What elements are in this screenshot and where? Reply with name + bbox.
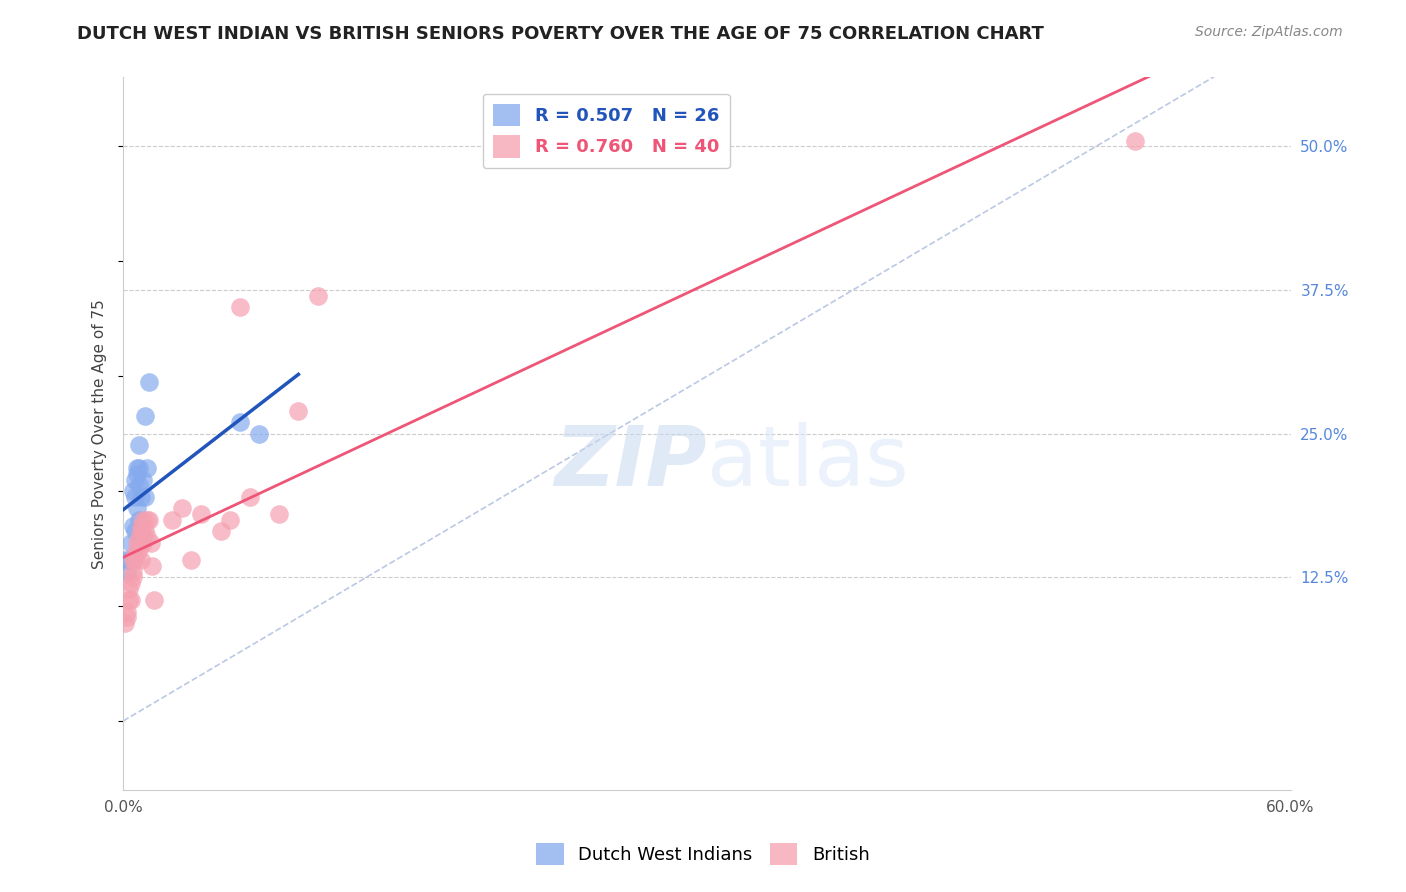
Point [115, 605, 138, 619]
Point [135, 461, 157, 475]
Point [124, 547, 146, 561]
Text: atlas: atlas [707, 422, 908, 502]
Point [120, 536, 142, 550]
Point [134, 490, 156, 504]
Legend: R = 0.507   N = 26, R = 0.760   N = 40: R = 0.507 N = 26, R = 0.760 N = 40 [482, 94, 730, 169]
Point [115, 610, 138, 624]
Point [143, 593, 166, 607]
Point [209, 524, 232, 539]
Point [129, 490, 152, 504]
Point [134, 409, 156, 424]
Point [219, 513, 242, 527]
Text: Source: ZipAtlas.com: Source: ZipAtlas.com [1195, 25, 1343, 39]
Point [132, 473, 155, 487]
Point [115, 565, 138, 579]
Text: ZIP: ZIP [554, 422, 707, 502]
Point [132, 513, 155, 527]
Point [160, 513, 183, 527]
Point [229, 415, 252, 429]
Point [125, 536, 148, 550]
Point [122, 518, 145, 533]
Point [124, 524, 146, 539]
Point [249, 426, 271, 441]
Point [139, 536, 162, 550]
Point [180, 553, 202, 567]
Point [1123, 134, 1146, 148]
Point [267, 507, 290, 521]
Point [128, 513, 150, 527]
Point [120, 593, 142, 607]
Point [138, 375, 160, 389]
Point [135, 530, 157, 544]
Point [129, 524, 152, 539]
Point [135, 513, 157, 527]
Point [122, 570, 145, 584]
Point [125, 547, 148, 561]
Point [124, 473, 146, 487]
Point [118, 593, 141, 607]
Point [122, 565, 145, 579]
Point [170, 501, 193, 516]
Point [128, 461, 150, 475]
Point [229, 300, 252, 314]
Point [128, 530, 150, 544]
Point [114, 616, 136, 631]
Point [287, 403, 309, 417]
Point [122, 484, 145, 499]
Point [128, 478, 150, 492]
Point [138, 513, 160, 527]
Text: DUTCH WEST INDIAN VS BRITISH SENIORS POVERTY OVER THE AGE OF 75 CORRELATION CHAR: DUTCH WEST INDIAN VS BRITISH SENIORS POV… [77, 25, 1045, 43]
Point [129, 524, 152, 539]
Point [239, 490, 262, 504]
Point [118, 582, 141, 596]
Point [128, 438, 150, 452]
Point [124, 553, 146, 567]
Point [129, 518, 152, 533]
Point [114, 553, 136, 567]
Point [120, 576, 142, 591]
Point [190, 507, 212, 521]
Point [132, 530, 155, 544]
Point [307, 289, 329, 303]
Point [125, 461, 148, 475]
Point [124, 490, 146, 504]
Point [125, 501, 148, 516]
Point [125, 467, 148, 481]
Point [129, 553, 152, 567]
Point [128, 541, 150, 556]
Point [141, 558, 163, 573]
Y-axis label: Seniors Poverty Over the Age of 75: Seniors Poverty Over the Age of 75 [93, 299, 107, 568]
Point [134, 524, 156, 539]
Legend: Dutch West Indians, British: Dutch West Indians, British [529, 836, 877, 872]
Point [132, 536, 155, 550]
Point [122, 553, 145, 567]
Point [118, 553, 141, 567]
